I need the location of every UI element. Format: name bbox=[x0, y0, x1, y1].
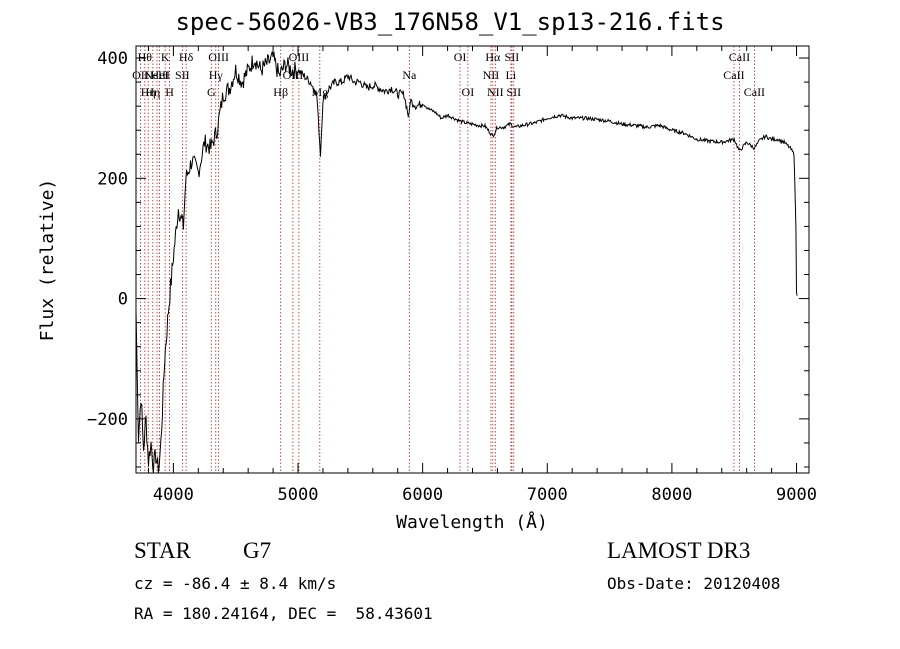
y-tick-label: 0 bbox=[118, 290, 128, 310]
object-class: STAR bbox=[134, 538, 191, 563]
spectral-line-label-11: Hγ bbox=[209, 68, 224, 82]
x-tick-label: 7000 bbox=[527, 485, 568, 505]
survey-name: LAMOST DR3 bbox=[607, 538, 751, 563]
spectral-line-label-9: Hδ bbox=[179, 50, 194, 64]
spectral-line-label-22: NII bbox=[487, 85, 504, 99]
spectral-line-label-17: Na bbox=[402, 68, 417, 82]
spectral-line-label-20: NII bbox=[483, 68, 500, 82]
x-tick-label: 5000 bbox=[278, 485, 319, 505]
x-tick-label: 6000 bbox=[402, 485, 443, 505]
x-axis-label: Wavelength (Å) bbox=[396, 511, 548, 533]
spectral-line-label-18: OI bbox=[454, 50, 467, 64]
chart-title: spec-56026-VB3_176N58_V1_sp13-216.fits bbox=[175, 8, 725, 36]
x-tick-label: 9000 bbox=[776, 485, 817, 505]
y-axis-label: Flux (relative) bbox=[37, 179, 58, 342]
spectral-line-label-25: SII bbox=[506, 85, 521, 99]
axis-ticks bbox=[136, 46, 809, 473]
y-tick-label: −200 bbox=[87, 410, 128, 430]
spectral-line-label-1: Hθ bbox=[138, 50, 153, 64]
observation-date: Obs-Date: 20120408 bbox=[607, 574, 781, 593]
spectral-line-labels: OIIHθHηHηNeIIIHeIKHSIIHδGHγOIIIHβOIIIOII… bbox=[132, 50, 765, 99]
spectral-line-label-6: K bbox=[161, 50, 170, 64]
spectral-line-label-8: SII bbox=[175, 68, 190, 82]
spectral-line-label-24: SII bbox=[505, 50, 520, 64]
coordinates-info: RA = 180.24164, DEC = 58.43601 bbox=[134, 604, 433, 623]
plot-frame bbox=[135, 45, 810, 474]
spectral-line-label-21: Hα bbox=[485, 50, 501, 64]
axis-tick-labels: 4000 5000 6000 7000 8000 9000 −200 0 200 400 bbox=[87, 49, 817, 505]
spectral-line-label-27: CaII bbox=[729, 50, 750, 64]
object-subclass: G7 bbox=[243, 538, 272, 563]
spectral-line-label-5: HeI bbox=[151, 68, 169, 82]
spectral-line-label-26: CaII bbox=[723, 68, 744, 82]
y-tick-label: 400 bbox=[97, 49, 128, 69]
spectral-line-markers bbox=[140, 46, 755, 473]
y-tick-label: 200 bbox=[97, 169, 128, 189]
spectral-line-label-10: G bbox=[207, 85, 216, 99]
spectral-line-label-15: OIII bbox=[289, 50, 310, 64]
x-tick-label: 8000 bbox=[651, 485, 692, 505]
spectral-line-label-19: OI bbox=[462, 85, 475, 99]
spectral-line-label-23: Li bbox=[506, 68, 517, 82]
x-tick-label: 4000 bbox=[153, 485, 194, 505]
spectral-line-label-3: Hη bbox=[145, 85, 160, 99]
spectral-line-label-12: OIII bbox=[208, 50, 229, 64]
spectral-line-label-2: Hη bbox=[141, 85, 156, 99]
flux-series-line bbox=[135, 51, 798, 474]
spectral-line-label-28: CaII bbox=[744, 85, 765, 99]
spectral-line-label-13: Hβ bbox=[273, 85, 288, 99]
redshift-info: cz = -86.4 ± 8.4 km/s bbox=[134, 574, 337, 593]
spectral-line-label-4: NeIII bbox=[144, 68, 170, 82]
spectral-line-label-7: H bbox=[165, 85, 174, 99]
